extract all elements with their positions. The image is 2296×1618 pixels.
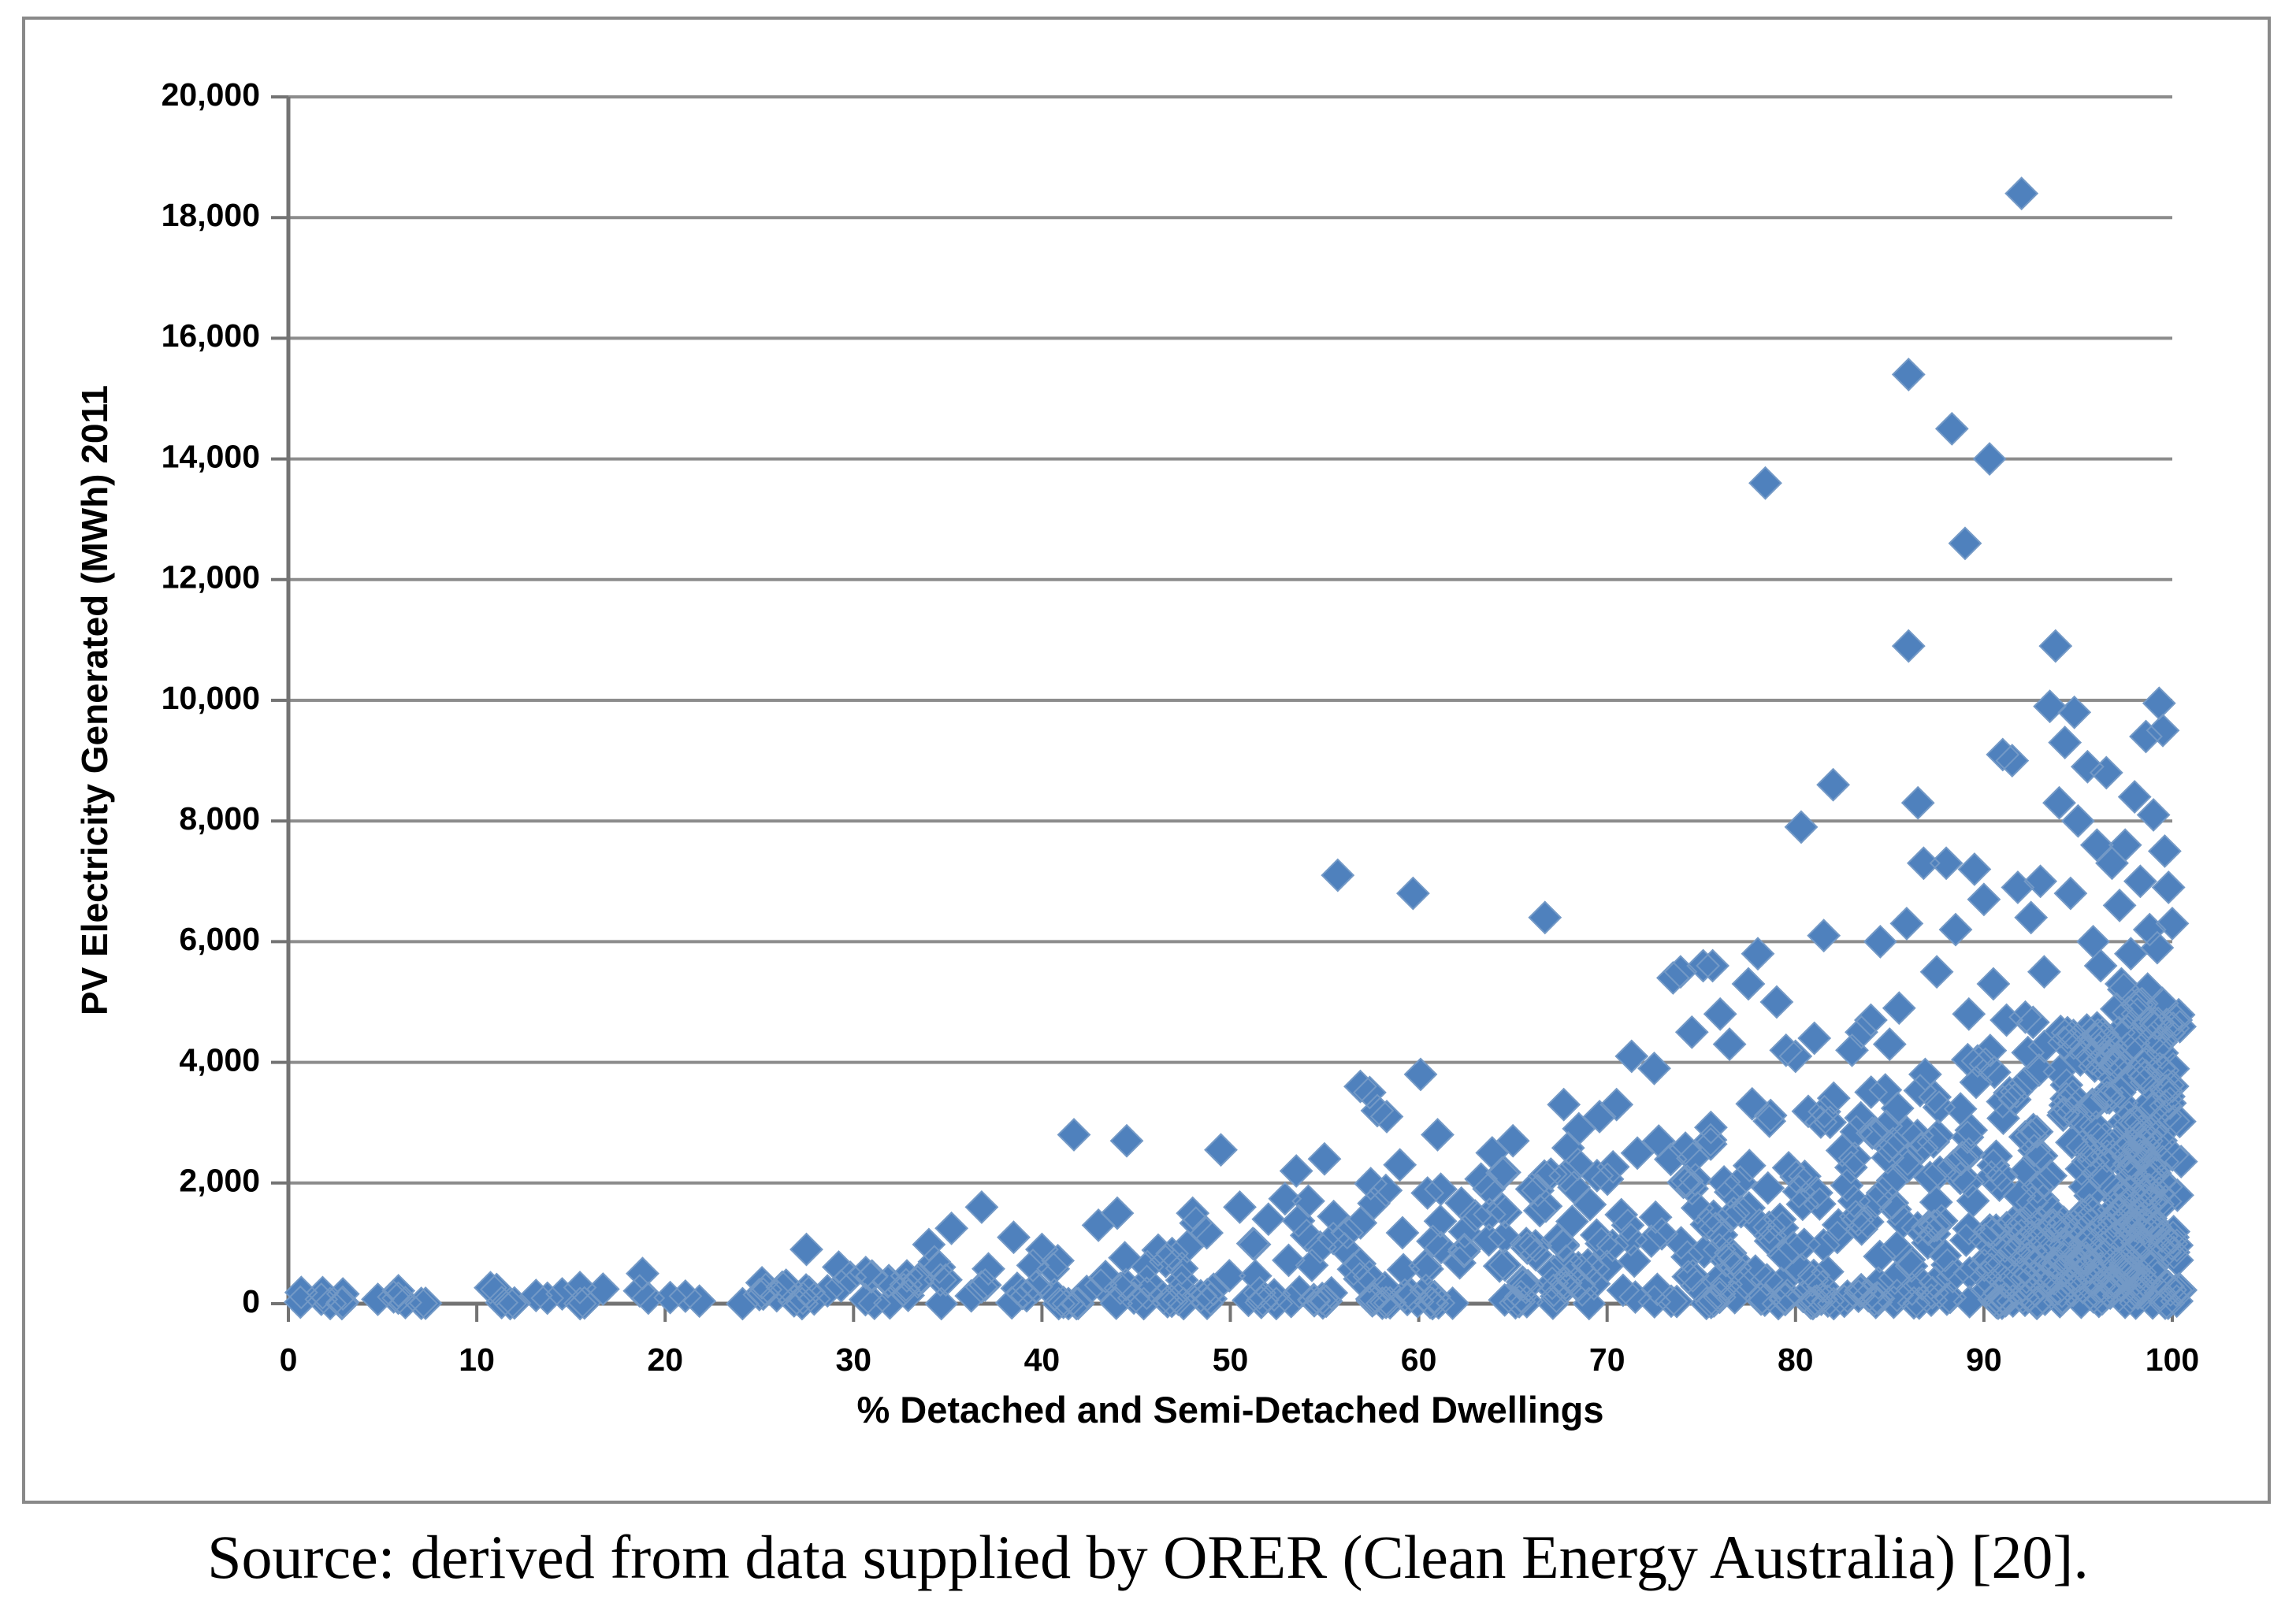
x-tick-label: 70 [1589, 1342, 1625, 1378]
y-tick-label: 14,000 [162, 438, 260, 474]
y-tick-label: 2,000 [179, 1163, 260, 1199]
y-tick-label: 20,000 [162, 76, 260, 113]
y-tick-label: 10,000 [162, 680, 260, 716]
data-points [283, 176, 2198, 1321]
x-tick-label: 0 [280, 1342, 298, 1378]
x-tick-label: 40 [1024, 1342, 1061, 1378]
gridlines [288, 95, 2172, 1185]
y-tick-label: 6,000 [179, 921, 260, 957]
x-tick-label: 100 [2146, 1342, 2199, 1378]
x-axis-title: % Detached and Semi-Detached Dwellings [856, 1389, 1604, 1431]
y-tick-label: 18,000 [162, 197, 260, 233]
y-tick-label: 4,000 [179, 1041, 260, 1078]
x-tick-label: 10 [459, 1342, 495, 1378]
x-tick-label: 20 [647, 1342, 683, 1378]
x-tick-label: 90 [1966, 1342, 2002, 1378]
y-tick-label: 12,000 [162, 559, 260, 596]
x-tick-label: 60 [1401, 1342, 1437, 1378]
y-tick-label: 16,000 [162, 317, 260, 354]
y-axis-tick-labels: 0 2,000 4,000 6,000 8,000 10,000 12,000 14,000 1… [162, 76, 260, 1319]
source-caption: Source: derived from data supplied by OR… [207, 1523, 2089, 1591]
x-tick-label: 30 [835, 1342, 871, 1378]
x-axis-tick-labels: 0 10 20 30 40 50 60 70 80 90 100 [280, 1342, 2200, 1378]
y-tick-label: 8,000 [179, 800, 260, 837]
x-tick-label: 80 [1778, 1342, 1814, 1378]
y-axis-title: PV Electricity Generated (MWh) 2011 [74, 384, 115, 1016]
x-tick-label: 50 [1213, 1342, 1249, 1378]
y-tick-label: 0 [242, 1283, 260, 1319]
